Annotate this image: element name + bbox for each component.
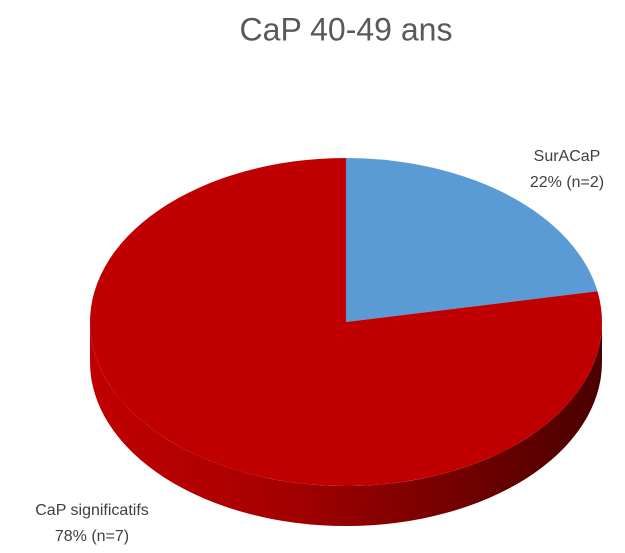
pie-slice (89, 157, 602, 486)
slice-category-label: CaP significatifs (35, 502, 149, 519)
pie-side (90, 322, 602, 526)
slice-category-label: SurACaP (534, 148, 601, 165)
chart-title: CaP 40-49 ans (240, 11, 453, 47)
slice-value-label: 22% (n=2) (530, 174, 604, 191)
slice-value-label: 78% (n=7) (55, 528, 129, 545)
pie-slice (346, 158, 598, 322)
